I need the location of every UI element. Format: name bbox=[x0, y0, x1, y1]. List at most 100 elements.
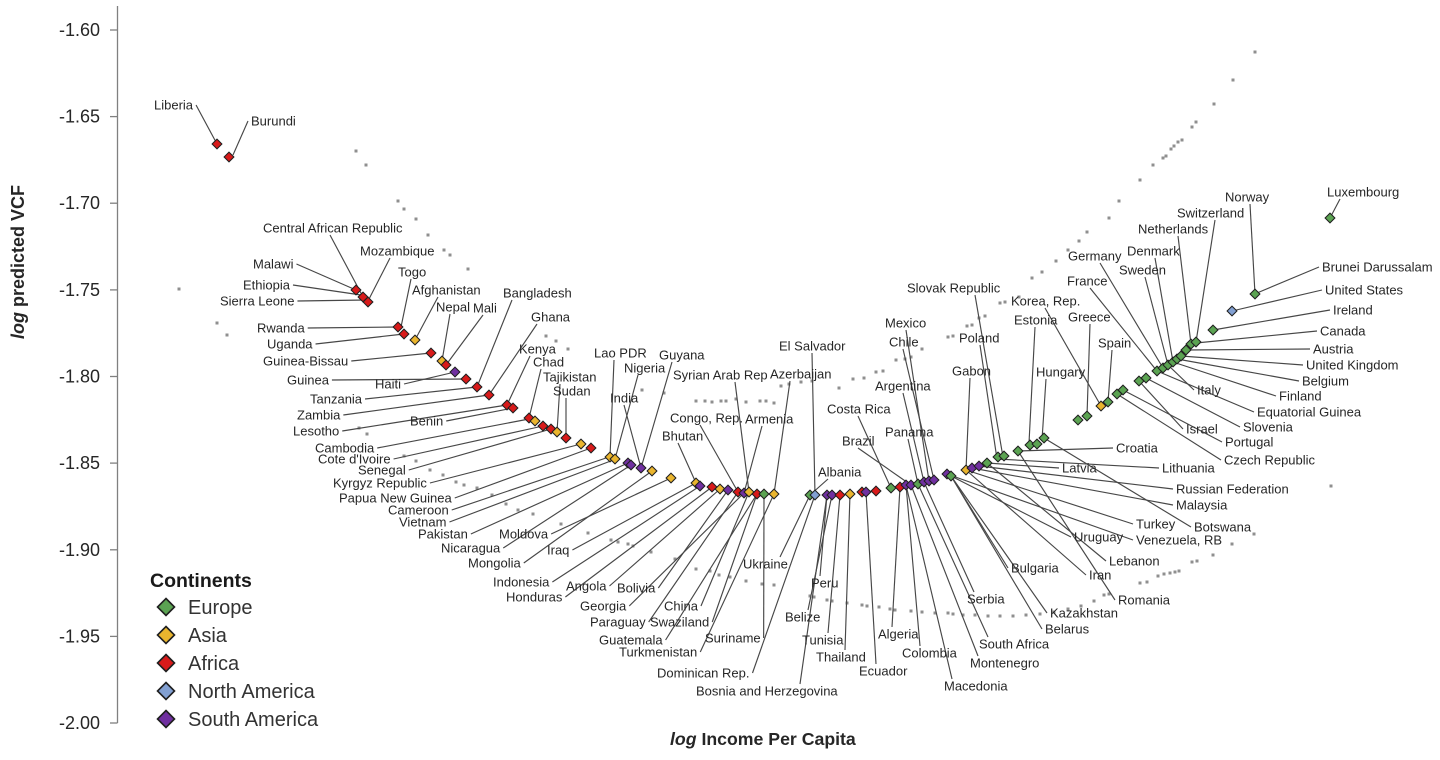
svg-text:Guinea: Guinea bbox=[287, 373, 330, 388]
svg-text:Russian Federation: Russian Federation bbox=[1176, 482, 1289, 497]
svg-text:Serbia: Serbia bbox=[967, 592, 1005, 607]
svg-text:Malaysia: Malaysia bbox=[1176, 498, 1228, 513]
svg-text:Angola: Angola bbox=[566, 579, 607, 594]
svg-text:Croatia: Croatia bbox=[1116, 441, 1159, 456]
svg-text:Germany: Germany bbox=[1068, 249, 1122, 264]
svg-text:Turkey: Turkey bbox=[1136, 517, 1176, 532]
svg-text:Iran: Iran bbox=[1089, 568, 1111, 583]
svg-text:Indonesia: Indonesia bbox=[493, 575, 550, 590]
svg-text:Honduras: Honduras bbox=[506, 590, 563, 605]
svg-text:Switzerland: Switzerland bbox=[1177, 206, 1244, 221]
svg-text:Swaziland: Swaziland bbox=[650, 615, 709, 630]
svg-text:Belize: Belize bbox=[785, 610, 820, 625]
svg-text:-1.70: -1.70 bbox=[59, 193, 100, 213]
svg-text:-1.80: -1.80 bbox=[59, 367, 100, 387]
svg-text:Lithuania: Lithuania bbox=[1162, 461, 1216, 476]
svg-text:Luxembourg: Luxembourg bbox=[1327, 185, 1399, 200]
svg-text:Uganda: Uganda bbox=[267, 337, 313, 352]
svg-text:Mongolia: Mongolia bbox=[468, 556, 522, 571]
svg-text:Thailand: Thailand bbox=[816, 650, 866, 665]
svg-text:Azerbaijan: Azerbaijan bbox=[770, 367, 831, 382]
svg-text:Nepal: Nepal bbox=[436, 300, 470, 315]
svg-text:Zambia: Zambia bbox=[297, 408, 341, 423]
svg-text:Brunei Darussalam: Brunei Darussalam bbox=[1322, 260, 1433, 275]
svg-text:Belgium: Belgium bbox=[1302, 374, 1349, 389]
svg-text:South Africa: South Africa bbox=[979, 637, 1050, 652]
svg-text:Slovenia: Slovenia bbox=[1243, 420, 1294, 435]
svg-text:Czech Republic: Czech Republic bbox=[1224, 453, 1316, 468]
svg-text:-1.90: -1.90 bbox=[59, 540, 100, 560]
svg-text:Ecuador: Ecuador bbox=[859, 664, 908, 679]
svg-text:Ghana: Ghana bbox=[531, 310, 571, 325]
svg-text:Bolivia: Bolivia bbox=[617, 581, 656, 596]
svg-text:Costa Rica: Costa Rica bbox=[827, 402, 891, 417]
svg-text:Portugal: Portugal bbox=[1225, 435, 1274, 450]
svg-text:Moldova: Moldova bbox=[499, 527, 549, 542]
svg-text:Guinea-Bissau: Guinea-Bissau bbox=[263, 354, 348, 369]
svg-text:North America: North America bbox=[188, 681, 316, 703]
svg-text:Tajikistan: Tajikistan bbox=[543, 370, 596, 385]
svg-text:Argentina: Argentina bbox=[875, 379, 931, 394]
svg-text:Mexico: Mexico bbox=[885, 316, 926, 331]
svg-text:Montenegro: Montenegro bbox=[970, 656, 1039, 671]
svg-text:Kyrgyz Republic: Kyrgyz Republic bbox=[333, 476, 427, 491]
svg-text:Togo: Togo bbox=[398, 265, 426, 280]
svg-text:Peru: Peru bbox=[811, 576, 838, 591]
svg-text:-1.85: -1.85 bbox=[59, 453, 100, 473]
svg-text:Lebanon: Lebanon bbox=[1109, 554, 1160, 569]
svg-text:Afghanistan: Afghanistan bbox=[412, 283, 481, 298]
svg-text:Benin: Benin bbox=[410, 414, 443, 429]
svg-text:Armenia: Armenia bbox=[745, 412, 794, 427]
svg-text:Paraguay: Paraguay bbox=[590, 615, 646, 630]
svg-text:United Kingdom: United Kingdom bbox=[1306, 358, 1399, 373]
svg-text:Iraq: Iraq bbox=[547, 543, 569, 558]
svg-text:Denmark: Denmark bbox=[1127, 244, 1180, 259]
svg-text:Guyana: Guyana bbox=[659, 348, 705, 363]
svg-text:El Salvador: El Salvador bbox=[779, 339, 846, 354]
svg-text:Canada: Canada bbox=[1320, 324, 1366, 339]
svg-text:South America: South America bbox=[188, 709, 319, 731]
svg-text:Ukraine: Ukraine bbox=[743, 557, 788, 572]
svg-text:Colombia: Colombia bbox=[902, 646, 958, 661]
svg-text:Sweden: Sweden bbox=[1119, 263, 1166, 278]
svg-text:Finland: Finland bbox=[1279, 389, 1322, 404]
svg-text:Nigeria: Nigeria bbox=[624, 361, 666, 376]
svg-text:Sudan: Sudan bbox=[553, 384, 591, 399]
svg-text:India: India bbox=[610, 391, 639, 406]
svg-text:Chile: Chile bbox=[889, 335, 919, 350]
svg-text:Bangladesh: Bangladesh bbox=[503, 286, 572, 301]
svg-text:Equatorial Guinea: Equatorial Guinea bbox=[1257, 405, 1362, 420]
svg-text:Europe: Europe bbox=[188, 597, 253, 619]
svg-text:Georgia: Georgia bbox=[580, 599, 627, 614]
svg-text:-1.65: -1.65 bbox=[59, 107, 100, 127]
svg-text:Israel: Israel bbox=[1186, 422, 1218, 437]
svg-text:Latvia: Latvia bbox=[1062, 461, 1097, 476]
svg-text:Poland: Poland bbox=[959, 331, 999, 346]
svg-text:Italy: Italy bbox=[1197, 383, 1221, 398]
svg-text:Mali: Mali bbox=[473, 301, 497, 316]
svg-text:Panama: Panama bbox=[885, 425, 934, 440]
svg-text:Malawi: Malawi bbox=[253, 257, 294, 272]
svg-text:Uruguay: Uruguay bbox=[1074, 530, 1124, 545]
svg-text:Netherlands: Netherlands bbox=[1138, 222, 1209, 237]
svg-text:Central African Republic: Central African Republic bbox=[263, 221, 403, 236]
svg-text:Liberia: Liberia bbox=[154, 98, 194, 113]
svg-text:Pakistan: Pakistan bbox=[418, 527, 468, 542]
svg-text:Tanzania: Tanzania bbox=[310, 392, 363, 407]
svg-text:Spain: Spain bbox=[1098, 336, 1131, 351]
svg-text:Botswana: Botswana bbox=[1194, 520, 1252, 535]
svg-text:Albania: Albania bbox=[818, 465, 862, 480]
svg-text:-1.95: -1.95 bbox=[59, 626, 100, 646]
svg-text:China: China bbox=[664, 599, 699, 614]
svg-text:Austria: Austria bbox=[1313, 342, 1354, 357]
svg-text:Ireland: Ireland bbox=[1333, 303, 1373, 318]
svg-text:France: France bbox=[1067, 274, 1107, 289]
svg-text:Venezuela, RB: Venezuela, RB bbox=[1136, 533, 1222, 548]
svg-text:Congo, Rep.: Congo, Rep. bbox=[670, 411, 743, 426]
svg-text:Suriname: Suriname bbox=[705, 631, 761, 646]
svg-text:-2.00: -2.00 bbox=[59, 713, 100, 733]
svg-text:Asia: Asia bbox=[188, 625, 228, 647]
svg-text:Tunisia: Tunisia bbox=[802, 633, 844, 648]
svg-text:-1.60: -1.60 bbox=[59, 20, 100, 40]
svg-text:Africa: Africa bbox=[188, 653, 240, 675]
